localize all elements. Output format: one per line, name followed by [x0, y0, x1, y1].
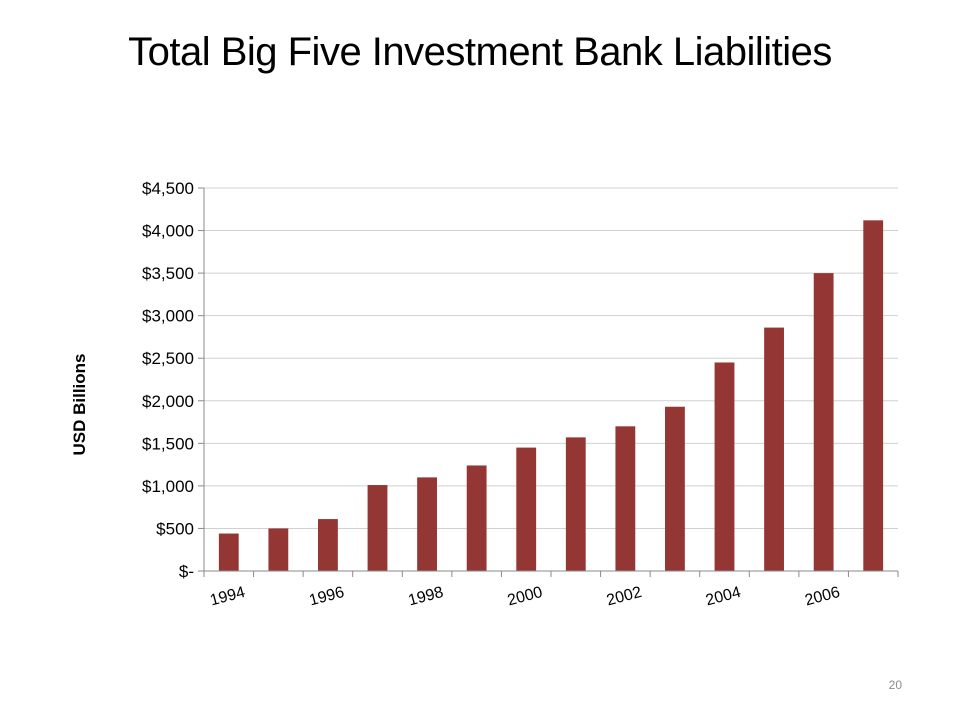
- bars: [218, 220, 884, 571]
- bar-2000: [516, 447, 537, 571]
- x-tick-label: 1998: [407, 584, 446, 610]
- bar-2005: [764, 327, 784, 571]
- bar-1995: [268, 528, 289, 571]
- x-tick-labels: 1994 1996 1998 2000 2002 2004 2006: [208, 584, 842, 610]
- y-tick-label: $500: [156, 519, 194, 538]
- x-tick-label: 1994: [208, 584, 247, 610]
- y-tick-label: $4,500: [142, 179, 194, 198]
- x-tick-label: 2000: [506, 584, 545, 610]
- page-title: Total Big Five Investment Bank Liabiliti…: [128, 30, 832, 74]
- page-number: 20: [888, 678, 902, 692]
- y-axis-label: USD Billions: [70, 353, 89, 455]
- bar-2006: [813, 273, 834, 571]
- bar-1998: [417, 477, 437, 571]
- y-tick-label: $1,500: [142, 434, 194, 453]
- bar-1997: [367, 485, 388, 571]
- x-tick-label: 2002: [605, 584, 644, 610]
- bar-1994: [218, 533, 239, 571]
- bar-1996: [318, 519, 338, 571]
- axes: [198, 187, 899, 577]
- y-tick-label: $-: [179, 562, 194, 581]
- y-tick-labels: $- $500 $1,000 $1,500 $2,000 $2,500 $3,000 $3,5…: [142, 179, 194, 581]
- y-tick-label: $1,000: [142, 477, 194, 496]
- x-tick-label: 2004: [704, 584, 743, 610]
- y-tick-label: $2,000: [142, 392, 194, 411]
- y-tick-label: $3,000: [142, 307, 194, 326]
- bar-2001: [565, 437, 586, 571]
- y-tick-label: $3,500: [142, 264, 194, 283]
- y-tick-label: $4,000: [142, 222, 194, 241]
- y-tick-label: $2,500: [142, 349, 194, 368]
- bar-2002: [615, 426, 636, 571]
- bar-2004: [714, 362, 735, 571]
- x-tick-label: 1996: [307, 584, 346, 610]
- bar-1999: [466, 465, 487, 571]
- bar-2007: [863, 220, 884, 571]
- bar-2003: [665, 406, 685, 571]
- gridlines: [204, 187, 898, 529]
- x-tick-label: 2006: [803, 584, 842, 610]
